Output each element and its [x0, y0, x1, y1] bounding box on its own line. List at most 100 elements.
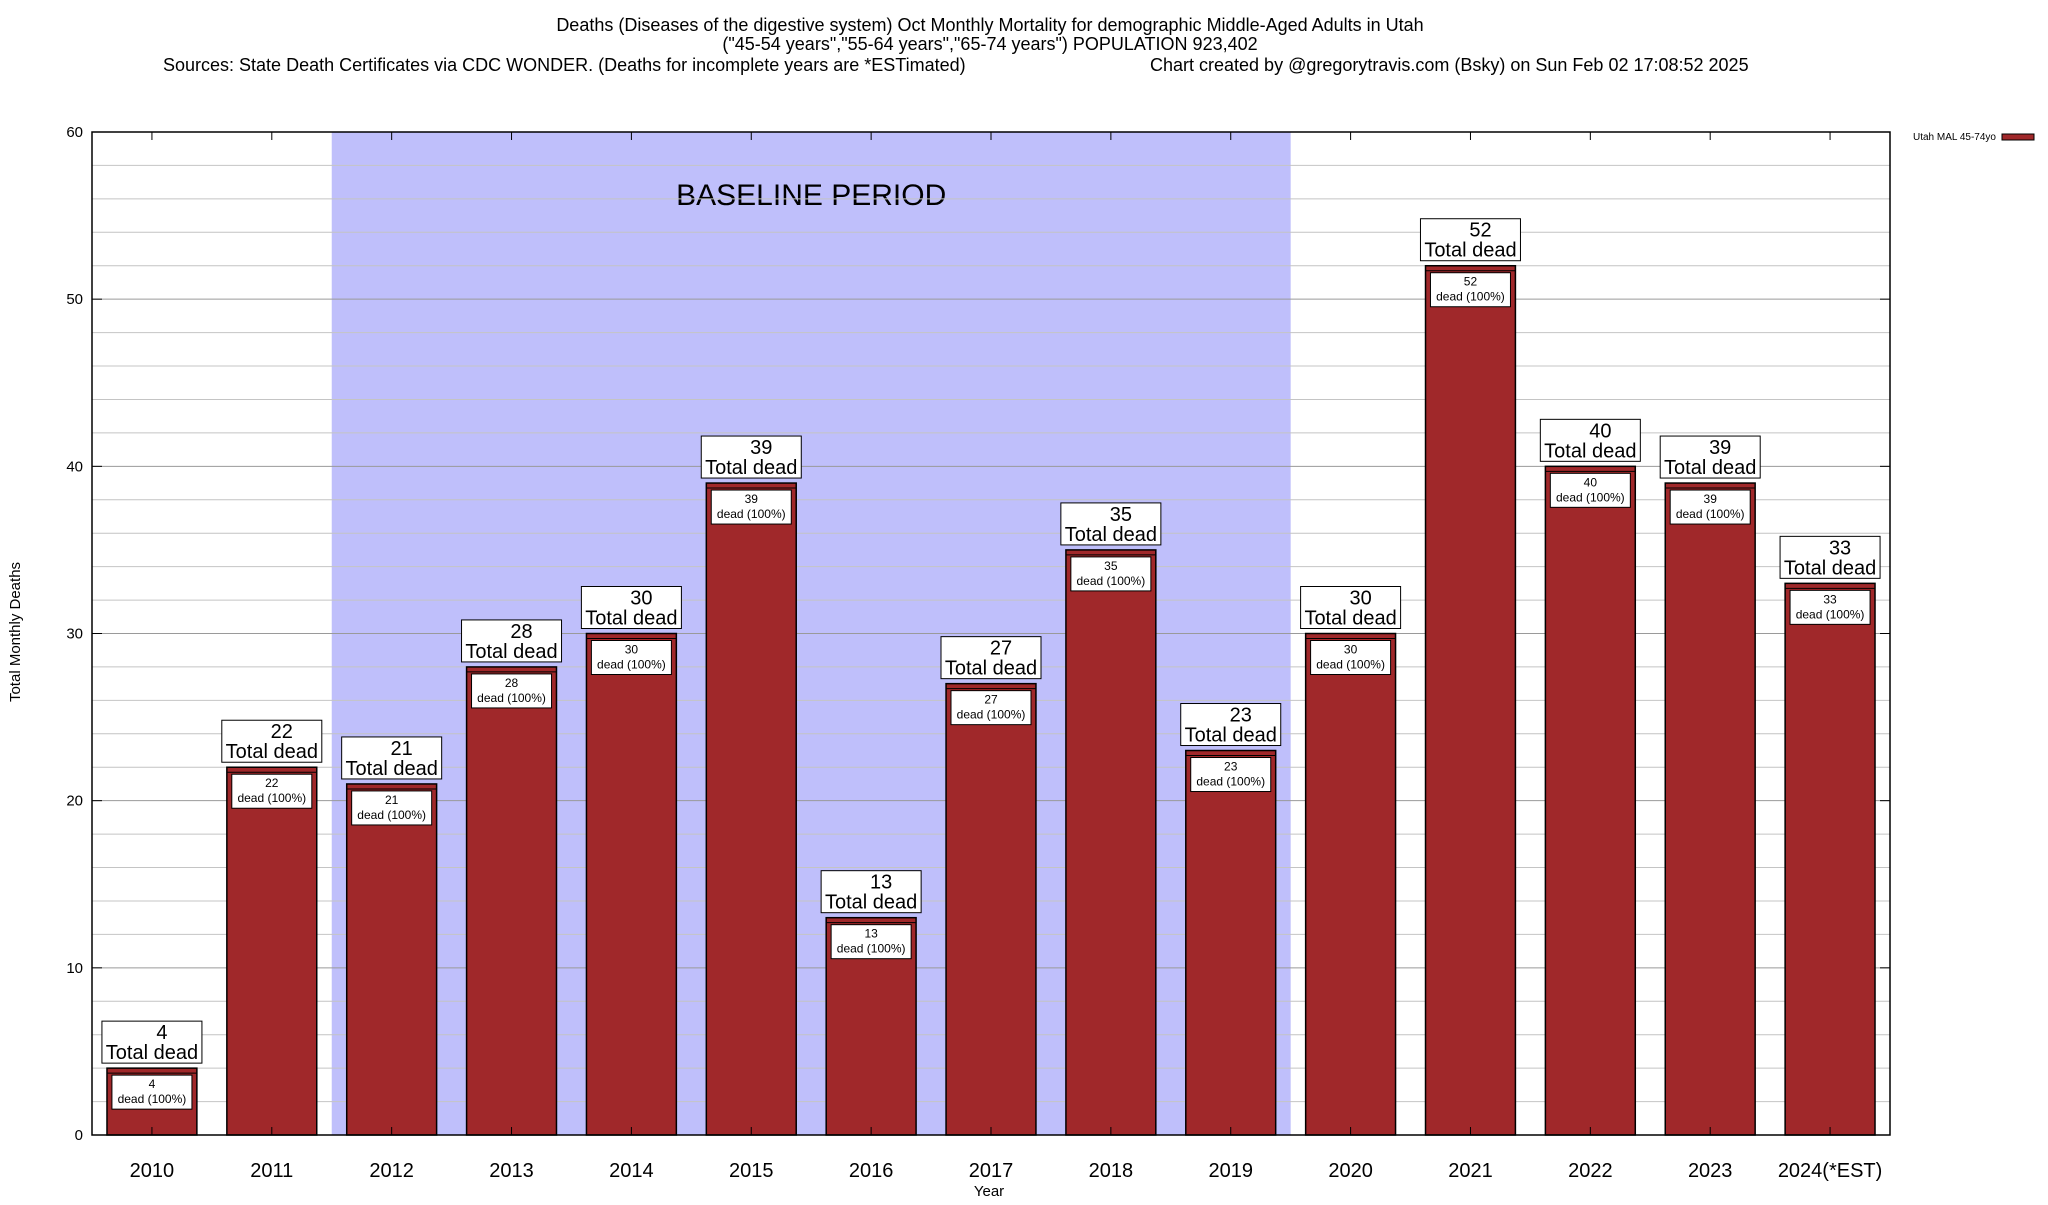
bar-top-value-label: 21	[391, 738, 413, 760]
bar-inner-value-label: 23	[1224, 760, 1238, 774]
x-tick-label: 2012	[369, 1160, 414, 1182]
bar-top-value-label: 30	[1349, 588, 1371, 610]
legend-series-swatch	[2001, 133, 2035, 141]
x-tick-label: 2018	[1089, 1160, 1134, 1182]
bar-inner-percent-label: dead (100%)	[1676, 507, 1745, 521]
bar-inner-percent-label: dead (100%)	[357, 808, 426, 822]
bar-top-label-box	[580, 586, 682, 629]
bar-top-label-box	[820, 870, 922, 914]
chart-title-line-1: Deaths (Diseases of the digestive system…	[556, 15, 1423, 35]
bar-top-label-box	[1539, 418, 1641, 462]
y-axis-label: Total Monthly Deaths	[7, 562, 24, 702]
y-tick-label: 50	[66, 291, 83, 308]
bar-inner-value-label: 35	[1104, 559, 1118, 573]
x-tick-label: 2024(*EST)	[1778, 1160, 1883, 1182]
baseline-period-label: BASELINE PERIOD	[676, 179, 946, 212]
bar-inner-label-box	[111, 1074, 193, 1110]
x-tick-label: 2021	[1448, 1160, 1493, 1182]
bar-inner-percent-label: dead (100%)	[597, 658, 666, 672]
bar-inner-label-box	[950, 690, 1032, 726]
bar-inner-value-label: 28	[505, 676, 519, 690]
bar-top-total-label: Total dead	[346, 758, 438, 780]
chart-title-line-2: ("45-54 years","55-64 years","65-74 year…	[722, 34, 1257, 54]
bar-top-value-label: 40	[1589, 420, 1611, 442]
bar-inner-label-box	[710, 489, 792, 525]
chart-source-line: Sources: State Death Certificates via CD…	[163, 55, 966, 75]
bar-inner-percent-label: dead (100%)	[1196, 775, 1265, 789]
bar-inner-percent-label: dead (100%)	[1436, 290, 1505, 304]
bar-2021	[1424, 264, 1517, 1136]
bar-inner-label-box	[351, 790, 433, 826]
bar-top-value-label: 22	[271, 721, 293, 743]
bar-top-value-label: 35	[1110, 504, 1132, 526]
x-axis-label: Year	[974, 1183, 1004, 1200]
x-tick-label: 2019	[1208, 1160, 1253, 1182]
x-tick-label: 2011	[250, 1160, 293, 1182]
bar-inner-label-box	[1429, 272, 1511, 308]
bar-2013	[465, 666, 558, 1136]
y-tick-label: 10	[66, 960, 83, 977]
bar-2023	[1664, 482, 1756, 1136]
plot-frame	[91, 131, 1891, 1136]
bar-top-total-label: Total dead	[825, 892, 917, 914]
y-tick-label: 60	[66, 124, 83, 141]
bar-top-value-label: 28	[510, 621, 532, 643]
bar-inner-value-label: 13	[864, 927, 878, 941]
x-tick-label: 2017	[969, 1160, 1014, 1182]
bar-inner-value-label: 27	[984, 693, 998, 707]
bar-inner-label-box	[471, 673, 553, 709]
bar-inner-value-label: 21	[385, 793, 399, 807]
bar-inner-value-label: 22	[265, 776, 279, 790]
bar-top-label-box	[1419, 218, 1521, 262]
y-tick-label: 0	[75, 1127, 83, 1144]
bar-top-total-label: Total dead	[1544, 440, 1636, 462]
bar-2024(*EST)	[1784, 582, 1876, 1136]
bar-top-value-label: 23	[1230, 705, 1252, 727]
bar-top-value-label: 30	[630, 588, 652, 610]
bar-inner-percent-label: dead (100%)	[1796, 607, 1865, 621]
bar-inner-label-box	[1789, 589, 1871, 625]
bar-top-label-box	[940, 636, 1042, 680]
bar-inner-percent-label: dead (100%)	[717, 507, 786, 521]
bar-inner-label-box	[1310, 640, 1392, 675]
chart-credit-line: Chart created by @gregorytravis.com (Bsk…	[1150, 55, 1749, 75]
bar-top-total-label: Total dead	[1304, 608, 1396, 630]
bar-inner-value-label: 4	[149, 1077, 156, 1091]
bar-inner-percent-label: dead (100%)	[118, 1092, 187, 1106]
bar-top-value-label: 27	[990, 638, 1012, 660]
bar-inner-value-label: 33	[1823, 592, 1837, 606]
y-tick-label: 30	[66, 626, 83, 643]
bar-inner-label-box	[1190, 757, 1272, 793]
x-tick-label: 2022	[1568, 1160, 1613, 1182]
bar-inner-percent-label: dead (100%)	[1077, 574, 1146, 588]
x-tick-label: 2010	[130, 1160, 175, 1182]
x-tick-label: 2013	[489, 1160, 534, 1182]
bar-2012	[345, 783, 438, 1136]
bar-inner-percent-label: dead (100%)	[477, 691, 546, 705]
bar-inner-label-box	[1070, 556, 1152, 592]
bar-inner-percent-label: dead (100%)	[1316, 658, 1385, 672]
bar-inner-percent-label: dead (100%)	[957, 708, 1026, 722]
bar-top-value-label: 13	[870, 872, 892, 894]
bar-inner-percent-label: dead (100%)	[237, 791, 306, 805]
bar-2011	[226, 766, 318, 1136]
bar-top-label-box	[461, 619, 563, 663]
x-tick-label: 2015	[729, 1160, 774, 1182]
bar-top-total-label: Total dead	[1424, 240, 1516, 262]
bar-top-total-label: Total dead	[1185, 725, 1277, 747]
x-tick-label: 2023	[1688, 1160, 1733, 1182]
bar-top-label-box	[101, 1020, 203, 1064]
bar-inner-percent-label: dead (100%)	[837, 942, 906, 956]
bar-2018	[1065, 549, 1157, 1136]
bar-inner-label-box	[231, 773, 313, 809]
bar-inner-value-label: 40	[1584, 475, 1598, 489]
bar-top-value-label: 39	[1709, 437, 1731, 459]
bar-2022	[1544, 465, 1637, 1136]
bar-top-value-label: 39	[750, 437, 772, 459]
bar-top-label-box	[1659, 435, 1761, 479]
bar-top-total-label: Total dead	[1065, 524, 1157, 546]
y-tick-label: 20	[66, 793, 83, 810]
bar-inner-value-label: 39	[1704, 492, 1718, 506]
bar-top-value-label: 52	[1469, 220, 1491, 242]
